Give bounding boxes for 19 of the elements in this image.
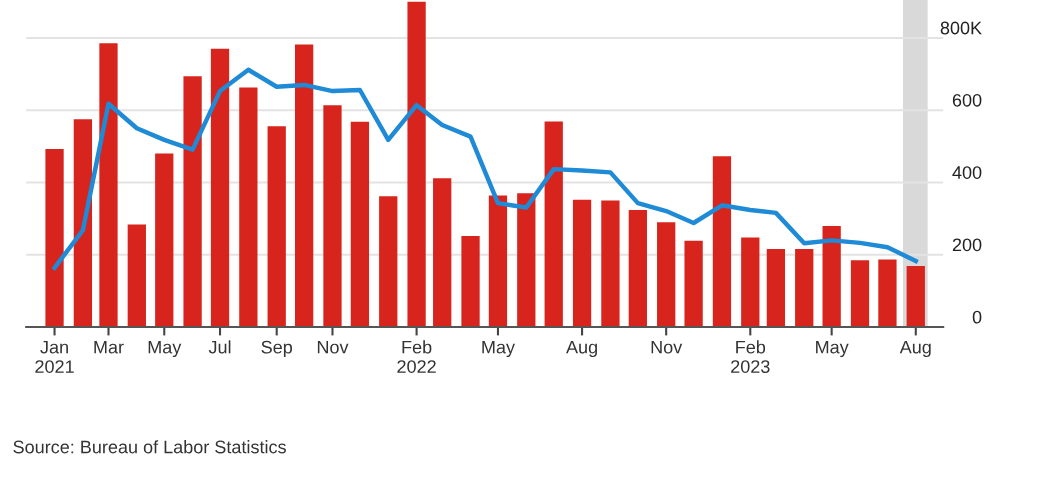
x-tick-label: Aug [566,340,597,358]
x-tick-label: May [816,340,849,358]
x-tick-label: Nov [317,340,349,354]
x-tick-label: Mar [94,340,124,354]
x-tick-label: Jul [208,340,231,354]
y-tick-label: 600 [952,93,982,107]
x-tick-label: Nov [651,340,683,354]
x-tick-label: Sep [261,340,293,358]
x-tick-label: Feb 2022 [397,340,436,373]
x-tick-label: Feb 2023 [731,340,770,373]
y-tick-label: 200 [952,238,982,252]
y-tick-label: 400 [952,166,982,179]
x-tick-label: May [148,340,182,358]
y-tick-label: 800K [940,21,982,35]
x-tick-label: May [482,340,515,358]
y-tick-label: 0 [972,310,982,324]
x-tick-label: Aug [899,340,931,358]
x-tick-label: Jan 2021 [35,340,74,373]
source-note: Source: Bureau of Labor Statistics [13,440,286,454]
